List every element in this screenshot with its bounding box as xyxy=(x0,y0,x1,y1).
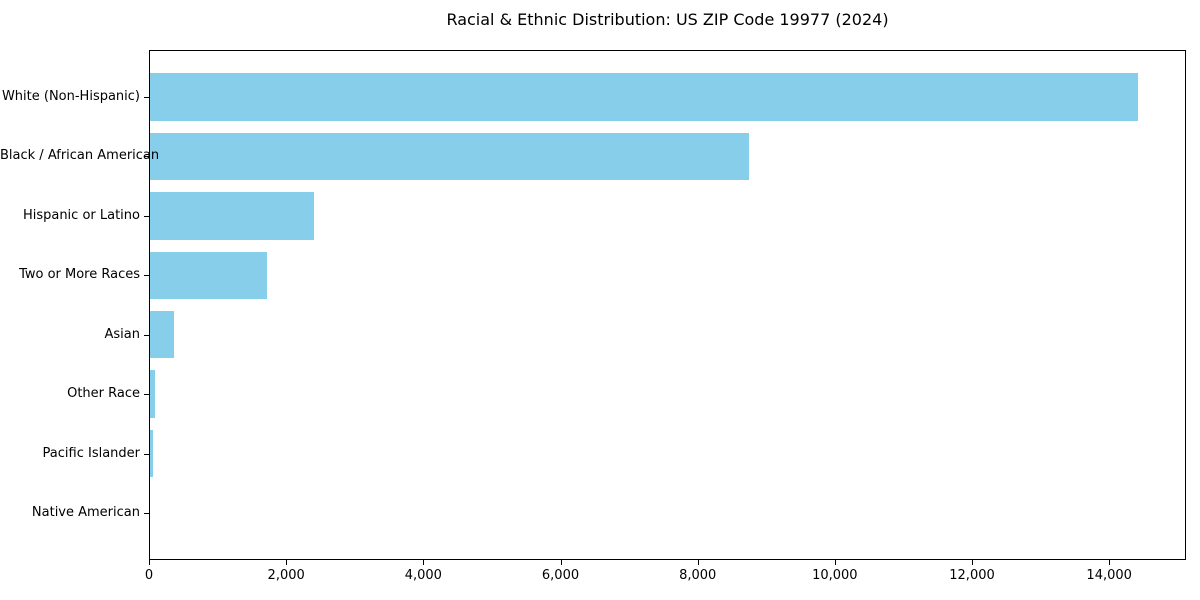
y-tick-label-asian: Asian xyxy=(104,326,140,342)
bar-two-or-more-races xyxy=(150,251,268,300)
y-tick-mark xyxy=(144,394,149,396)
x-tick-mark xyxy=(423,560,425,565)
x-tick-label-2000: 2,000 xyxy=(267,568,305,583)
x-tick-mark xyxy=(286,560,288,565)
x-tick-label-6000: 6,000 xyxy=(541,568,580,583)
bar-white-non-hispanic xyxy=(150,73,1138,121)
bar-asian xyxy=(150,310,174,359)
y-tick-label-white-non-hispanic: White (Non-Hispanic) xyxy=(1,88,140,104)
y-tick-mark xyxy=(144,215,149,217)
y-tick-label-native-american: Native American xyxy=(31,505,140,521)
y-tick-label-pacific-islander: Pacific Islander xyxy=(42,445,140,461)
x-tick-mark xyxy=(560,560,562,565)
bar-other-race xyxy=(150,370,156,418)
y-tick-mark xyxy=(144,334,149,336)
x-tick-mark xyxy=(149,560,150,565)
y-tick-label-hispanic-or-latino: Hispanic or Latino xyxy=(22,207,140,223)
y-tick-mark xyxy=(144,96,149,98)
y-tick-label-two-or-more-races: Two or More Races xyxy=(19,267,140,283)
plot-area xyxy=(149,50,1186,560)
y-tick-mark xyxy=(144,156,149,158)
x-tick-label-12000: 12,000 xyxy=(949,568,995,583)
bar-pacific-islander xyxy=(150,429,153,478)
chart-title: Racial & Ethnic Distribution: US ZIP Cod… xyxy=(446,10,889,29)
y-tick-mark xyxy=(144,275,149,277)
bar-black-african-american xyxy=(150,132,750,181)
x-tick-mark xyxy=(697,560,699,565)
y-tick-mark xyxy=(144,513,149,515)
x-tick-mark xyxy=(972,560,974,565)
x-tick-mark xyxy=(1109,560,1111,565)
x-tick-label-10000: 10,000 xyxy=(812,568,858,583)
y-tick-label-black-african-american: Black / African American xyxy=(0,148,160,164)
x-tick-label-0: 0 xyxy=(144,568,154,583)
x-tick-mark xyxy=(834,560,836,565)
x-tick-label-4000: 4,000 xyxy=(404,568,442,583)
bar-hispanic-or-latino xyxy=(150,192,314,240)
x-tick-label-14000: 14,000 xyxy=(1086,568,1132,583)
y-tick-label-other-race: Other Race xyxy=(67,386,140,402)
x-tick-label-8000: 8,000 xyxy=(679,568,717,583)
y-tick-mark xyxy=(144,453,149,455)
